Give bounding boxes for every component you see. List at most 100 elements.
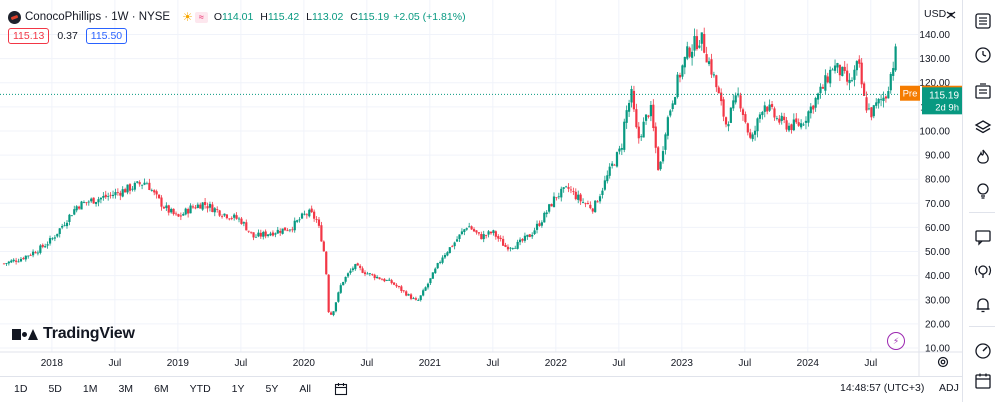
candle-body — [429, 278, 432, 284]
ask-button[interactable]: 115.50 — [85, 28, 128, 44]
candle-body — [39, 245, 42, 253]
candle-body — [499, 237, 502, 239]
candle-body — [470, 226, 473, 230]
candle-body — [627, 103, 631, 112]
range-5y-button[interactable]: 5Y — [265, 383, 279, 395]
candle-body — [870, 107, 873, 118]
candle-body — [560, 188, 563, 198]
adj-toggle[interactable]: ADJ — [939, 382, 959, 394]
candle-body — [773, 108, 776, 118]
y-tick-label: 140.00 — [919, 30, 950, 41]
candle-body — [717, 87, 720, 94]
candle-body — [790, 124, 793, 130]
candle-body — [647, 115, 650, 117]
candle-body — [359, 265, 362, 268]
candle-body — [182, 214, 185, 216]
range-all-button[interactable]: All — [299, 383, 312, 395]
candle-body — [882, 97, 885, 102]
object-tree-icon[interactable] — [972, 80, 994, 102]
candle-body — [705, 54, 708, 63]
candle-body — [826, 76, 829, 83]
notifications-bell-icon[interactable] — [972, 294, 994, 316]
candle-body — [514, 247, 517, 249]
candle-body — [417, 300, 420, 301]
candle-body — [27, 255, 30, 257]
bid-button[interactable]: 115.13 — [8, 28, 50, 44]
candle-body — [174, 213, 178, 215]
watchlist-icon[interactable] — [972, 10, 994, 32]
candle-body — [126, 184, 129, 193]
market-status-icon[interactable]: ≈ — [194, 11, 208, 23]
candle-body — [642, 121, 645, 138]
range-ytd-button[interactable]: YTD — [189, 383, 211, 395]
symbol-title[interactable]: ConocoPhillips · 1W · NYSE — [25, 11, 171, 23]
candle-body — [385, 280, 388, 281]
range-1m-button[interactable]: 1M — [82, 383, 98, 395]
candle-body — [783, 116, 786, 121]
performance-gauge-icon[interactable] — [972, 340, 994, 362]
candle-body — [211, 204, 214, 213]
candle-body — [85, 202, 88, 204]
candle-body — [155, 191, 158, 195]
candle-body — [557, 196, 560, 198]
candle-body — [591, 208, 594, 212]
candle-body — [850, 80, 854, 82]
candle-body — [596, 201, 599, 203]
candle-body — [548, 204, 551, 212]
candle-body — [531, 234, 534, 237]
settings-gear-icon[interactable] — [936, 355, 950, 369]
range-3m-button[interactable]: 3M — [118, 383, 134, 395]
ideas-lightbulb-icon[interactable] — [972, 180, 994, 202]
candle-body — [698, 45, 701, 48]
candle-body — [228, 218, 231, 220]
candle-body — [543, 212, 546, 223]
candle-body — [562, 187, 565, 189]
calendar-icon[interactable] — [972, 370, 994, 392]
candle-body — [257, 232, 260, 237]
candle-body — [119, 192, 122, 196]
layers-icon[interactable] — [972, 116, 994, 138]
candle-body — [422, 290, 425, 296]
alerts-clock-icon[interactable] — [972, 44, 994, 66]
price-chart[interactable]: 140.00130.00120.00110.00100.0090.0080.00… — [0, 0, 962, 376]
y-tick-label: 60.00 — [925, 223, 950, 234]
candle-body — [344, 276, 347, 282]
candle-body — [92, 197, 95, 204]
candle-body — [10, 260, 13, 263]
range-5d-button[interactable]: 5D — [48, 383, 62, 395]
candle-body — [250, 231, 253, 233]
tradingview-logo[interactable]: TradingView — [12, 325, 135, 343]
streams-broadcast-icon[interactable] — [972, 260, 994, 282]
range-1y-button[interactable]: 1Y — [231, 383, 245, 395]
candle-body — [68, 214, 71, 222]
range-6m-button[interactable]: 6M — [154, 383, 169, 395]
chat-icon[interactable] — [972, 226, 994, 248]
lightning-icon[interactable]: ⚡ — [887, 332, 905, 350]
candle-body — [455, 239, 459, 242]
candle-body — [24, 255, 27, 260]
candle-body — [230, 218, 233, 219]
candle-body — [148, 182, 151, 190]
candle-body — [577, 194, 580, 200]
go-to-date-icon[interactable] — [334, 382, 348, 396]
candle-body — [51, 238, 54, 240]
candle-body — [511, 248, 514, 249]
candle-body — [7, 261, 10, 264]
candle-body — [283, 227, 287, 231]
candle-body — [865, 97, 868, 111]
hamburger-menu-icon[interactable] — [945, 9, 957, 21]
candle-body — [383, 278, 386, 282]
candle-body — [644, 114, 648, 121]
candle-body — [145, 183, 149, 185]
candle-body — [843, 66, 846, 71]
candle-body — [424, 287, 427, 291]
clock-timezone[interactable]: 14:48:57 (UTC+3) — [840, 382, 925, 394]
x-tick-label: 2022 — [545, 358, 568, 369]
candle-body — [288, 229, 291, 231]
hotlists-flame-icon[interactable] — [972, 146, 994, 168]
candle-body — [867, 108, 871, 110]
candle-body — [245, 222, 248, 231]
candle-body — [846, 70, 849, 82]
candle-body — [269, 233, 272, 236]
range-1d-button[interactable]: 1D — [14, 383, 28, 395]
